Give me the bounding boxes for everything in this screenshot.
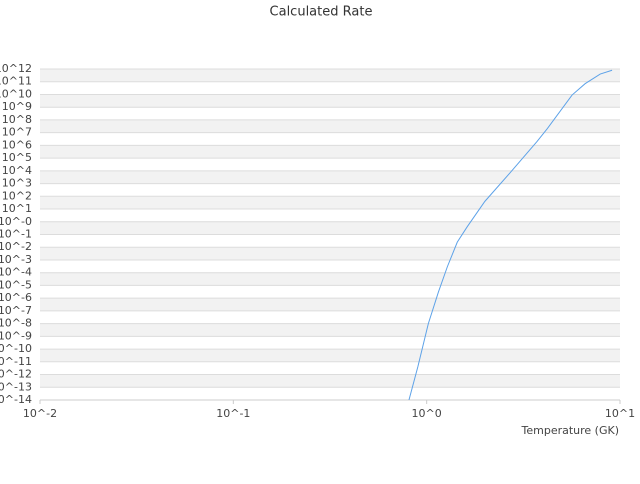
- y-tick-label: 10^-0: [0, 215, 32, 228]
- x-tick-label: 10^1: [605, 407, 635, 420]
- grid-band: [40, 119, 620, 133]
- y-tick-label: 10^9: [2, 100, 32, 113]
- y-tick-label: 10^2: [2, 189, 32, 202]
- y-tick-label: 10^-4: [0, 266, 32, 279]
- y-tick-label: 10^11: [0, 75, 32, 88]
- y-tick-label: 10^-11: [0, 355, 32, 368]
- y-tick-label: 10^-6: [0, 291, 32, 304]
- y-tick-label: 10^10: [0, 87, 32, 100]
- y-tick-label: 10^12: [0, 62, 32, 75]
- grid-band: [40, 221, 620, 235]
- x-tick-label: 10^-1: [216, 407, 250, 420]
- y-tick-label: 10^-12: [0, 368, 32, 381]
- y-tick-label: 10^4: [2, 164, 32, 177]
- y-tick-label: 10^-2: [0, 240, 32, 253]
- y-tick-label: 10^7: [2, 126, 32, 139]
- chart-title: Calculated Rate: [270, 5, 373, 20]
- grid-band: [40, 323, 620, 337]
- grid-band: [40, 298, 620, 311]
- grid-bands: [40, 69, 620, 388]
- y-tick-label: 10^-10: [0, 342, 32, 355]
- grid-band: [40, 374, 620, 388]
- y-tick-label: 10^-1: [0, 228, 32, 241]
- x-tick-label: 10^-2: [23, 407, 57, 420]
- y-tick-label: 10^-8: [0, 317, 32, 330]
- y-tick-label: 10^-7: [0, 304, 32, 317]
- y-tick-label: 10^-3: [0, 253, 32, 266]
- y-tick-label: 10^1: [2, 202, 32, 215]
- data-line: [408, 69, 613, 400]
- grid-band: [40, 196, 620, 210]
- grid-band: [40, 272, 620, 286]
- grid-band: [40, 94, 620, 108]
- y-tick-label: 10^8: [2, 113, 32, 126]
- grid-band: [40, 349, 620, 362]
- y-tick-label: 10^-9: [0, 329, 32, 342]
- y-tick-label: 10^-13: [0, 380, 32, 393]
- grid-band: [40, 69, 620, 82]
- grid-band: [40, 247, 620, 260]
- y-tick-label: 10^-14: [0, 393, 32, 406]
- grid-band: [40, 170, 620, 184]
- x-axis-label: Temperature (GK): [521, 424, 620, 437]
- x-tick-label: 10^0: [412, 407, 442, 420]
- y-tick-label: 10^5: [2, 151, 32, 164]
- grid-band: [40, 145, 620, 159]
- y-tick-label: 10^3: [2, 177, 32, 190]
- y-tick-label: 10^6: [2, 138, 32, 151]
- y-tick-label: 10^-5: [0, 278, 32, 291]
